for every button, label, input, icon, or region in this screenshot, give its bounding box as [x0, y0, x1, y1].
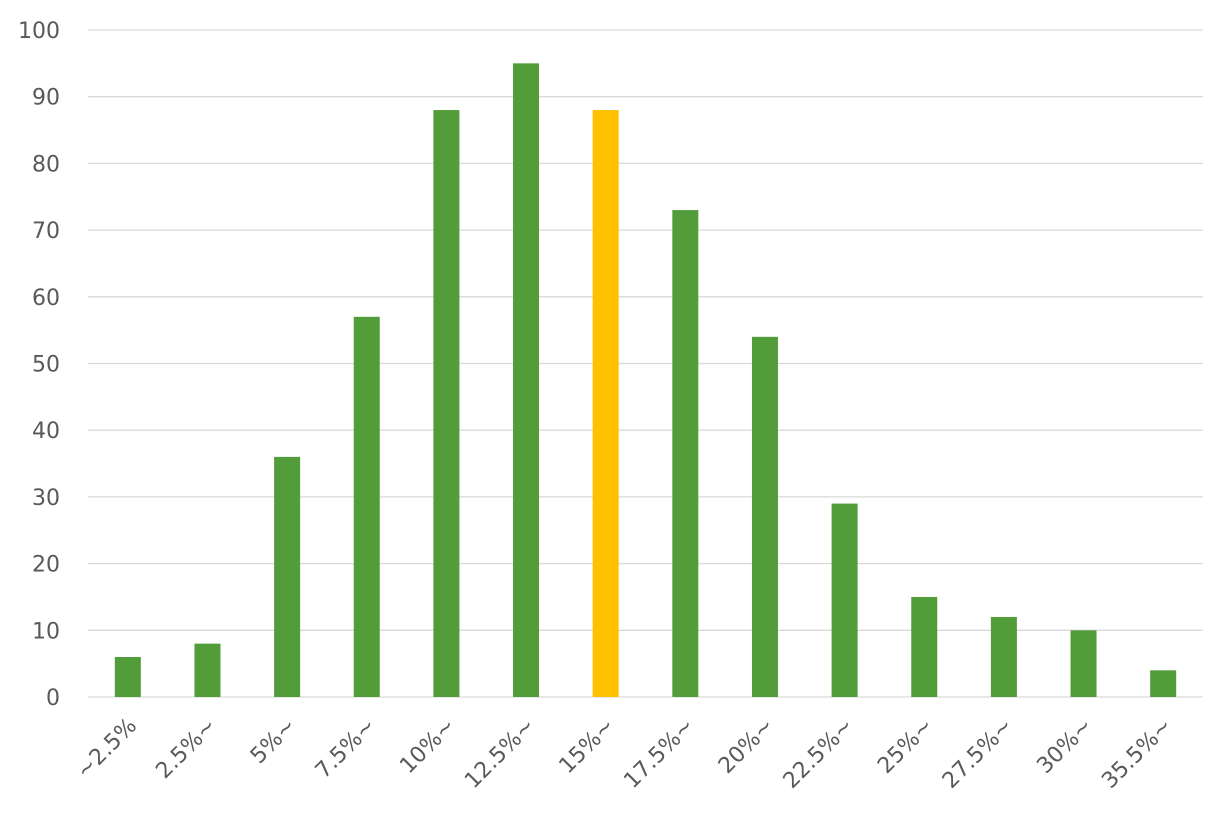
x-tick-label: 7.5%~	[311, 714, 381, 784]
bar	[831, 503, 858, 697]
x-tick-label: 22.5%~	[779, 714, 859, 794]
y-tick-label: 0	[46, 686, 60, 711]
y-tick-label: 60	[32, 286, 60, 311]
y-tick-label: 80	[32, 152, 60, 177]
gridlines	[88, 29, 1203, 698]
bar	[433, 110, 460, 698]
x-tick-label: 10%~	[395, 714, 460, 779]
x-tick-label: 5%~	[246, 714, 301, 769]
x-tick-label: 27.5%~	[938, 714, 1018, 794]
bar	[1070, 630, 1097, 697]
y-tick-label: 50	[32, 353, 60, 378]
bar	[990, 616, 1017, 697]
bar	[513, 63, 540, 698]
bar	[274, 456, 301, 697]
y-tick-label: 10	[32, 619, 60, 644]
x-tick-label: ~2.5%	[72, 714, 142, 784]
x-tick-label: 2.5%~	[151, 714, 221, 784]
y-tick-label: 100	[18, 19, 60, 44]
x-tick-label: 15%~	[555, 714, 620, 779]
bars	[114, 63, 1177, 698]
x-tick-label: 30%~	[1032, 714, 1097, 779]
y-tick-label: 70	[32, 219, 60, 244]
x-tick-label: 17.5%~	[619, 714, 699, 794]
bar	[672, 210, 699, 697]
bar	[1150, 670, 1177, 697]
x-tick-label: 25%~	[873, 714, 938, 779]
x-tick-label: 12.5%~	[460, 714, 540, 794]
y-tick-label: 40	[32, 419, 60, 444]
x-axis-tick-labels: ~2.5% 2.5%~ 5%~ 7.5%~ 10%~ 12.5%~ 15%~ 17.5%~ 20…	[72, 714, 1178, 794]
x-tick-label: 35.5%~	[1097, 714, 1177, 794]
y-axis-tick-labels: 0 10 20 30 40 50 60 70 80 90 100	[18, 19, 60, 711]
y-tick-label: 30	[32, 486, 60, 511]
bar	[353, 316, 380, 697]
bar-highlighted	[592, 110, 619, 698]
x-tick-label: 20%~	[714, 714, 779, 779]
bar	[751, 336, 778, 697]
bar	[194, 643, 221, 697]
bar	[114, 656, 141, 697]
bar	[911, 596, 938, 697]
y-tick-label: 20	[32, 553, 60, 578]
y-tick-label: 90	[32, 86, 60, 111]
